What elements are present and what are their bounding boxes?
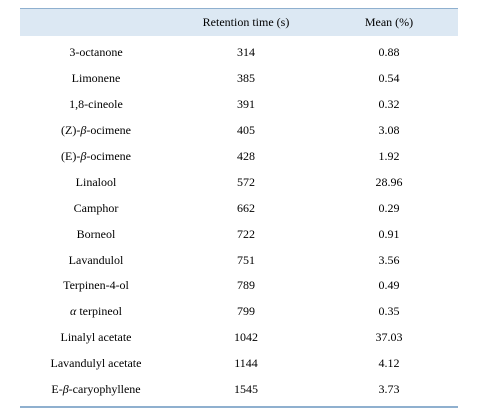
mean-percent-value: 37.03 [375,330,403,345]
table-row: Camphor 662 0.29 [20,195,458,221]
compound-name: (E)-β-ocimene [61,149,131,163]
retention-time-value: 799 [237,304,255,319]
mean-percent-value: 0.88 [378,45,400,60]
mean-percent-value: 3.73 [378,382,400,397]
mean-percent-value: 0.35 [378,304,400,319]
table-bottom-rule [20,406,458,408]
mean-percent-value: 0.32 [378,97,400,112]
mean-percent-value: 0.91 [378,226,400,241]
retention-time-value: 385 [237,71,255,86]
compound-name: 1,8-cineole [69,97,123,112]
compound-name: Limonene [71,71,121,86]
retention-time-value: 722 [237,226,255,241]
retention-time-value: 1144 [234,356,258,371]
compound-name: Borneol [76,226,116,241]
table-row: Borneol 722 0.91 [20,221,458,247]
table-row: α terpineol 799 0.35 [20,299,458,325]
compound-name: (Z)-β-ocimene [61,123,131,138]
table-row: Limonene 385 0.54 [20,66,458,92]
table-row: Lavandulol 751 3.56 [20,247,458,273]
table-row: Lavandulyl acetate 1144 4.12 [20,351,458,377]
table-row: Linalyl acetate 1042 37.03 [20,325,458,351]
retention-time-value: 391 [237,97,255,112]
mean-percent-value: 3.56 [378,252,400,267]
mean-percent-value: 28.96 [375,174,403,189]
compound-name: Linalyl acetate [60,330,132,345]
mean-percent-value: 3.08 [378,123,400,138]
mean-percent-value: 1.92 [378,149,400,163]
compound-name: Lavandulyl acetate [50,356,142,371]
table-row: Terpinen-4-ol 789 0.49 [20,273,458,299]
table-row: (Z)-β-ocimene 405 3.08 [20,118,458,144]
table-top-rule [20,8,458,9]
retention-time-value: 1545 [234,382,258,397]
header-mean: Mean (%) [364,15,414,29]
compound-name: E-β-caryophyllene [51,382,141,397]
retention-time-value: 789 [237,278,255,293]
mean-percent-value: 4.12 [378,356,400,371]
mean-percent-value: 0.49 [378,278,400,293]
compound-name: Terpinen-4-ol [63,278,129,293]
compound-name: Lavandulol [68,252,124,267]
retention-time-value: 428 [237,149,255,163]
table-row: 1,8-cineole 391 0.32 [20,92,458,118]
compound-name: Camphor [73,200,119,215]
compound-name: α terpineol [70,304,122,319]
retention-time-value: 751 [237,252,255,267]
table-row: (E)-β-ocimene 428 1.92 [20,144,458,170]
table-body: 3-octanone 314 0.88 Limonene 385 0.54 1,8-cine… [20,36,458,406]
retention-time-value: 572 [237,174,255,189]
mean-percent-value: 0.29 [378,200,400,215]
table-row: 3-octanone 314 0.88 [20,40,458,66]
compound-name: 3-octanone [69,45,123,60]
compound-name: Linalool [75,174,117,189]
retention-time-value: 1042 [234,330,258,345]
table-row: E-β-caryophyllene 1545 3.73 [20,377,458,403]
table-header: Retention time (s) Mean (%) [20,9,458,36]
retention-time-value: 662 [237,200,255,215]
mean-percent-value: 0.54 [378,71,400,86]
table-row: Linalool 572 28.96 [20,169,458,195]
header-retention-time: Retention time (s) [202,15,290,29]
retention-time-value: 314 [237,45,255,60]
retention-time-value: 405 [237,123,255,138]
compound-table: Retention time (s) Mean (%) 3-octanone 31… [20,8,458,408]
